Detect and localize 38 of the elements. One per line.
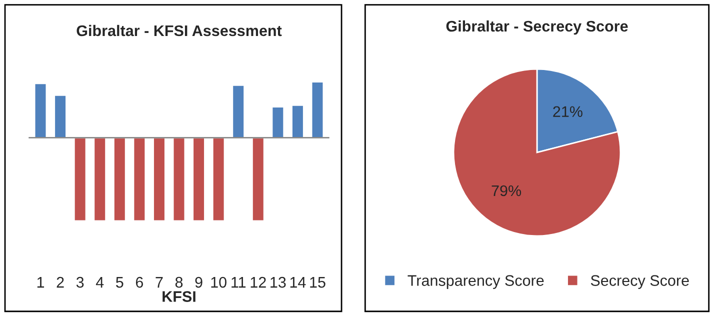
x-tick-label: 11 [232,277,246,288]
bar [73,136,87,222]
x-tick-label: 4 [96,277,104,288]
bar [152,136,166,222]
x-tick-label: 15 [310,277,326,288]
data-label: 21% [553,106,582,117]
x-tick-label: 10 [211,276,226,288]
bar [113,136,126,222]
bar [310,81,324,138]
bar [34,82,48,138]
bar [93,136,106,222]
bar [291,104,304,138]
pie-slice [452,68,622,237]
x-tick-label: 5 [116,277,124,288]
x-tick-label: 2 [56,276,64,288]
bar [212,136,226,222]
x-tick-label: 9 [195,276,202,288]
x-tick-label: 8 [175,276,183,288]
bar [54,94,67,138]
chart-title: Gibraltar - Secrecy Score [446,20,628,35]
data-label: 79% [492,185,522,196]
x-axis-title: KFSI [162,291,196,302]
x-tick-label: 14 [290,277,306,288]
bar [172,136,186,222]
bar [232,84,245,138]
x-tick-label: 13 [270,276,286,288]
x-tick-label: 6 [136,276,144,288]
x-tick-label: 7 [156,277,163,288]
legend-label: Transparency Score [408,275,544,289]
chart-title: Gibraltar - KFSI Assessment [76,24,282,36]
bar [192,136,206,222]
x-tick-label: 12 [250,276,266,288]
bar [132,136,146,222]
legend-label: Secrecy Score [590,275,689,289]
x-tick-label: 1 [37,277,44,288]
x-tick-label: 3 [76,276,84,288]
bar [271,106,285,138]
bar [252,136,265,222]
